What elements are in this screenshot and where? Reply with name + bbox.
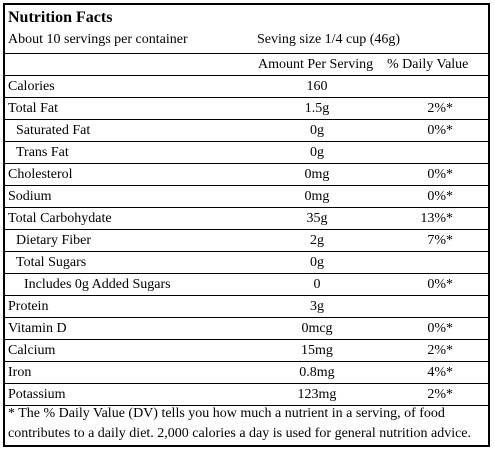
nutrient-amount: 3g [310,299,324,314]
nutrient-daily-value: 0%* [427,189,453,204]
nutrient-name: Total Carbohydate [8,211,112,226]
footnote-line-2: contributes to a daily diet. 2,000 calor… [8,426,472,441]
nutrient-row: Includes 0g Added Sugars 0 0%* [5,274,488,296]
nutrient-amount: 35g [306,211,328,226]
label-title: Nutrition Facts [8,9,113,26]
amount-per-serving-header: Amount Per Serving [258,57,374,72]
nutrient-row: Saturated Fat 0g 0%* [5,120,488,142]
nutrient-name: Total Sugars [16,255,87,270]
nutrient-daily-value: 2%* [427,101,453,116]
nutrient-row: Potassium 123mg 2%* [5,384,488,406]
nutrient-name: Protein [8,299,49,314]
nutrient-row: Total Sugars 0g [5,252,488,274]
nutrient-row: Total Fat 1.5g 2%* [5,98,488,120]
nutrient-amount: 15mg [301,343,333,358]
nutrient-amount: 0mcg [301,321,333,336]
nutrient-daily-value: 0%* [427,167,453,182]
nutrient-amount: 123mg [297,387,337,402]
nutrient-row: Cholesterol 0mg 0%* [5,164,488,186]
nutrient-name: Iron [8,365,32,380]
nutrient-amount: 2g [310,233,324,248]
servings-per-container: About 10 servings per container [8,32,188,47]
nutrient-name: Cholesterol [8,167,73,182]
serving-size: Seving size 1/4 cup (46g) [257,32,401,47]
nutrient-amount: 160 [306,79,328,94]
nutrient-row: Vitamin D 0mcg 0%* [5,318,488,340]
nutrient-name: Total Fat [8,101,58,116]
nutrient-name: Trans Fat [16,145,69,160]
nutrient-name: Potassium [8,387,66,402]
daily-value-header: % Daily Value [387,57,469,72]
column-header-row: Amount Per Serving % Daily Value [5,54,488,76]
nutrient-daily-value: 7%* [427,233,453,248]
nutrient-row: Calcium 15mg 2%* [5,340,488,362]
nutrient-name: Includes 0g Added Sugars [24,277,171,292]
footnote-line-1: * The % Daily Value (DV) tells you how m… [8,406,445,421]
nutrient-daily-value: 4%* [427,365,453,380]
nutrient-name: Dietary Fiber [16,233,92,248]
nutrient-row: Trans Fat 0g [5,142,488,164]
nutrient-row: Total Carbohydate 35g 13%* [5,208,488,230]
nutrient-row: Protein 3g [5,296,488,318]
nutrient-amount: 1.5g [304,101,330,116]
nutrient-row: Dietary Fiber 2g 7%* [5,230,488,252]
nutrient-amount: 0g [310,123,324,138]
header-section: Nutrition Facts About 10 servings per co… [5,5,488,54]
nutrient-name: Sodium [8,189,52,204]
nutrient-daily-value: 13%* [420,211,453,226]
nutrient-daily-value: 2%* [427,343,453,358]
nutrient-amount: 0 [313,277,321,292]
nutrient-row: Iron 0.8mg 4%* [5,362,488,384]
nutrient-daily-value: 0%* [427,277,453,292]
nutrient-daily-value: 0%* [427,123,453,138]
nutrient-daily-value: 0%* [427,321,453,336]
nutrient-amount: 0mg [304,167,330,182]
nutrient-amount: 0g [310,145,324,160]
nutrient-row: Calories 160 [5,76,488,98]
nutrient-amount: 0mg [304,189,330,204]
nutrient-name: Calories [8,79,55,94]
nutrition-facts-label: Nutrition Facts About 10 servings per co… [3,3,490,447]
nutrient-row: Sodium 0mg 0%* [5,186,488,208]
nutrient-name: Vitamin D [8,321,67,336]
nutrient-name: Calcium [8,343,56,358]
nutrient-amount: 0g [310,255,324,270]
nutrient-amount: 0.8mg [299,365,335,380]
nutrient-daily-value: 2%* [427,387,453,402]
footnote: * The % Daily Value (DV) tells you how m… [5,402,488,445]
nutrient-name: Saturated Fat [16,123,91,138]
